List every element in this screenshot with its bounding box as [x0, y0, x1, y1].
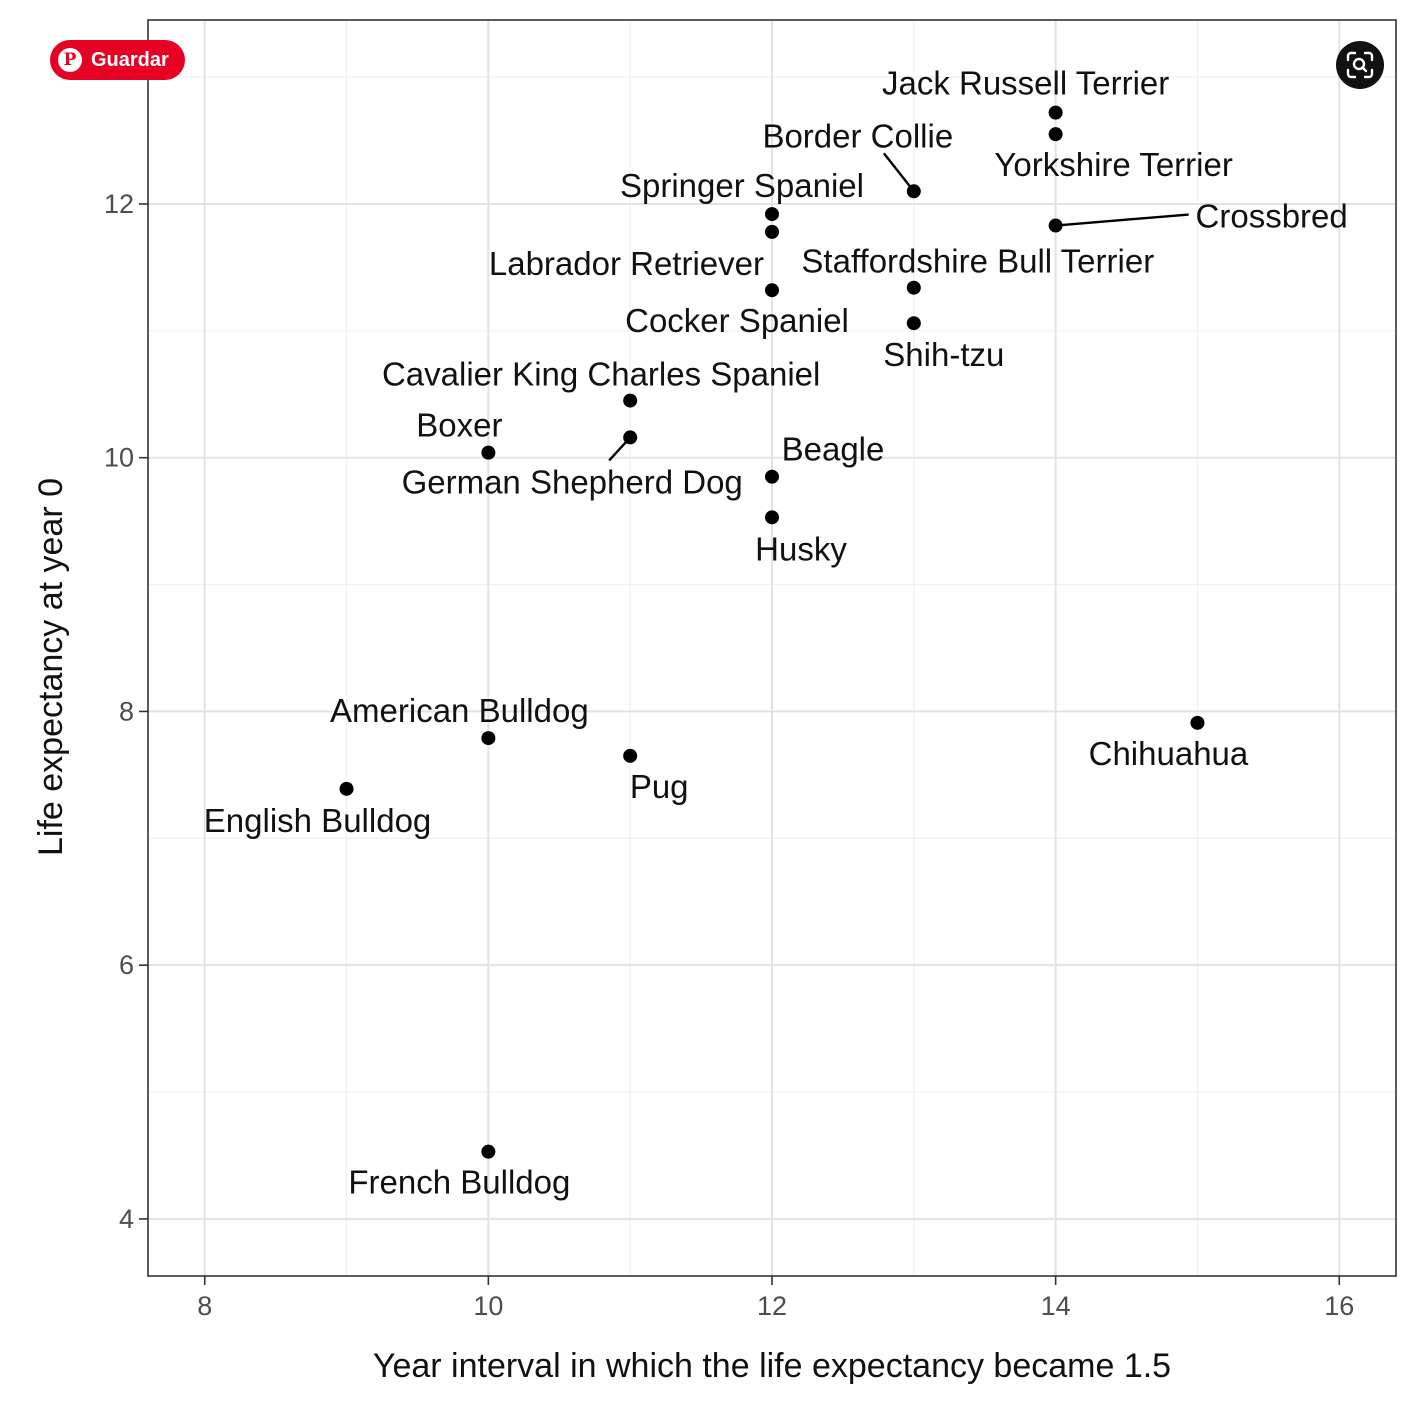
label-chihuahua: Chihuahua	[1089, 735, 1249, 772]
point-labrador-retriever	[765, 224, 779, 239]
y-tick-label: 8	[119, 696, 134, 726]
save-button-label: Guardar	[91, 48, 169, 71]
x-axis-title: Year interval in which the life expectan…	[373, 1347, 1171, 1385]
point-cocker-spaniel	[765, 283, 779, 298]
save-button[interactable]: P Guardar	[50, 40, 185, 80]
point-french-bulldog	[481, 1144, 496, 1159]
label-german-shepherd-dog: German Shepherd Dog	[402, 463, 743, 500]
label-american-bulldog: American Bulldog	[330, 692, 589, 729]
axis-ticks: 8 10 12 14 16 4 6 8 10 12	[104, 189, 1354, 1321]
pinterest-icon: P	[58, 48, 82, 72]
point-german-shepherd-dog	[623, 430, 638, 445]
point-border-collie	[906, 184, 921, 199]
point-chihuahua	[1190, 715, 1205, 730]
point-crossbred	[1048, 218, 1063, 233]
label-staffordshire-bull-terrier: Staffordshire Bull Terrier	[801, 243, 1154, 280]
label-labrador-retriever: Labrador Retriever	[489, 245, 764, 282]
label-border-collie: Border Collie	[762, 117, 953, 154]
point-pug	[623, 748, 638, 763]
x-tick-label: 16	[1324, 1291, 1354, 1321]
label-yorkshire-terrier: Yorkshire Terrier	[994, 146, 1232, 183]
point-beagle	[765, 469, 779, 484]
point-yorkshire-terrier	[1048, 127, 1063, 142]
label-cocker-spaniel: Cocker Spaniel	[625, 302, 849, 339]
visual-search-icon	[1346, 51, 1374, 79]
label-shih-tzu: Shih-tzu	[883, 336, 1004, 373]
label-english-bulldog: English Bulldog	[204, 802, 432, 839]
point-jack-russell-terrier	[1048, 105, 1063, 120]
label-springer-spaniel: Springer Spaniel	[620, 167, 864, 204]
y-tick-label: 4	[119, 1204, 134, 1234]
label-boxer: Boxer	[416, 407, 502, 444]
y-axis-title: Life expectancy at year 0	[32, 478, 70, 856]
y-tick-label: 10	[104, 443, 134, 473]
label-beagle: Beagle	[782, 431, 885, 468]
label-crossbred: Crossbred	[1196, 198, 1348, 235]
leader-border-collie	[882, 152, 915, 193]
point-english-bulldog	[339, 781, 354, 796]
point-boxer	[481, 445, 496, 460]
label-jack-russell-terrier: Jack Russell Terrier	[882, 65, 1169, 102]
label-husky: Husky	[755, 530, 847, 567]
x-tick-label: 14	[1041, 1291, 1071, 1321]
leader-crossbred	[1055, 213, 1189, 227]
point-husky	[765, 510, 779, 525]
label-french-bulldog: French Bulldog	[348, 1164, 570, 1201]
visual-search-button[interactable]	[1336, 41, 1384, 89]
label-cavalier-king-charles-spaniel: Cavalier King Charles Spaniel	[382, 356, 820, 393]
point-labels: Jack Russell Terrier Yorkshire Terrier Bor…	[204, 65, 1348, 1201]
label-pug: Pug	[630, 768, 689, 805]
x-tick-label: 8	[197, 1291, 212, 1321]
data-points	[339, 105, 1205, 1159]
point-cavalier-king-charles-spaniel	[623, 393, 638, 408]
point-springer-spaniel	[765, 207, 779, 222]
point-shih-tzu	[906, 316, 921, 331]
y-tick-label: 6	[119, 950, 134, 980]
x-tick-label: 12	[757, 1291, 787, 1321]
y-tick-label: 12	[104, 189, 134, 219]
x-tick-label: 10	[473, 1291, 503, 1321]
point-american-bulldog	[481, 731, 496, 746]
point-staffordshire-bull-terrier	[906, 280, 921, 295]
